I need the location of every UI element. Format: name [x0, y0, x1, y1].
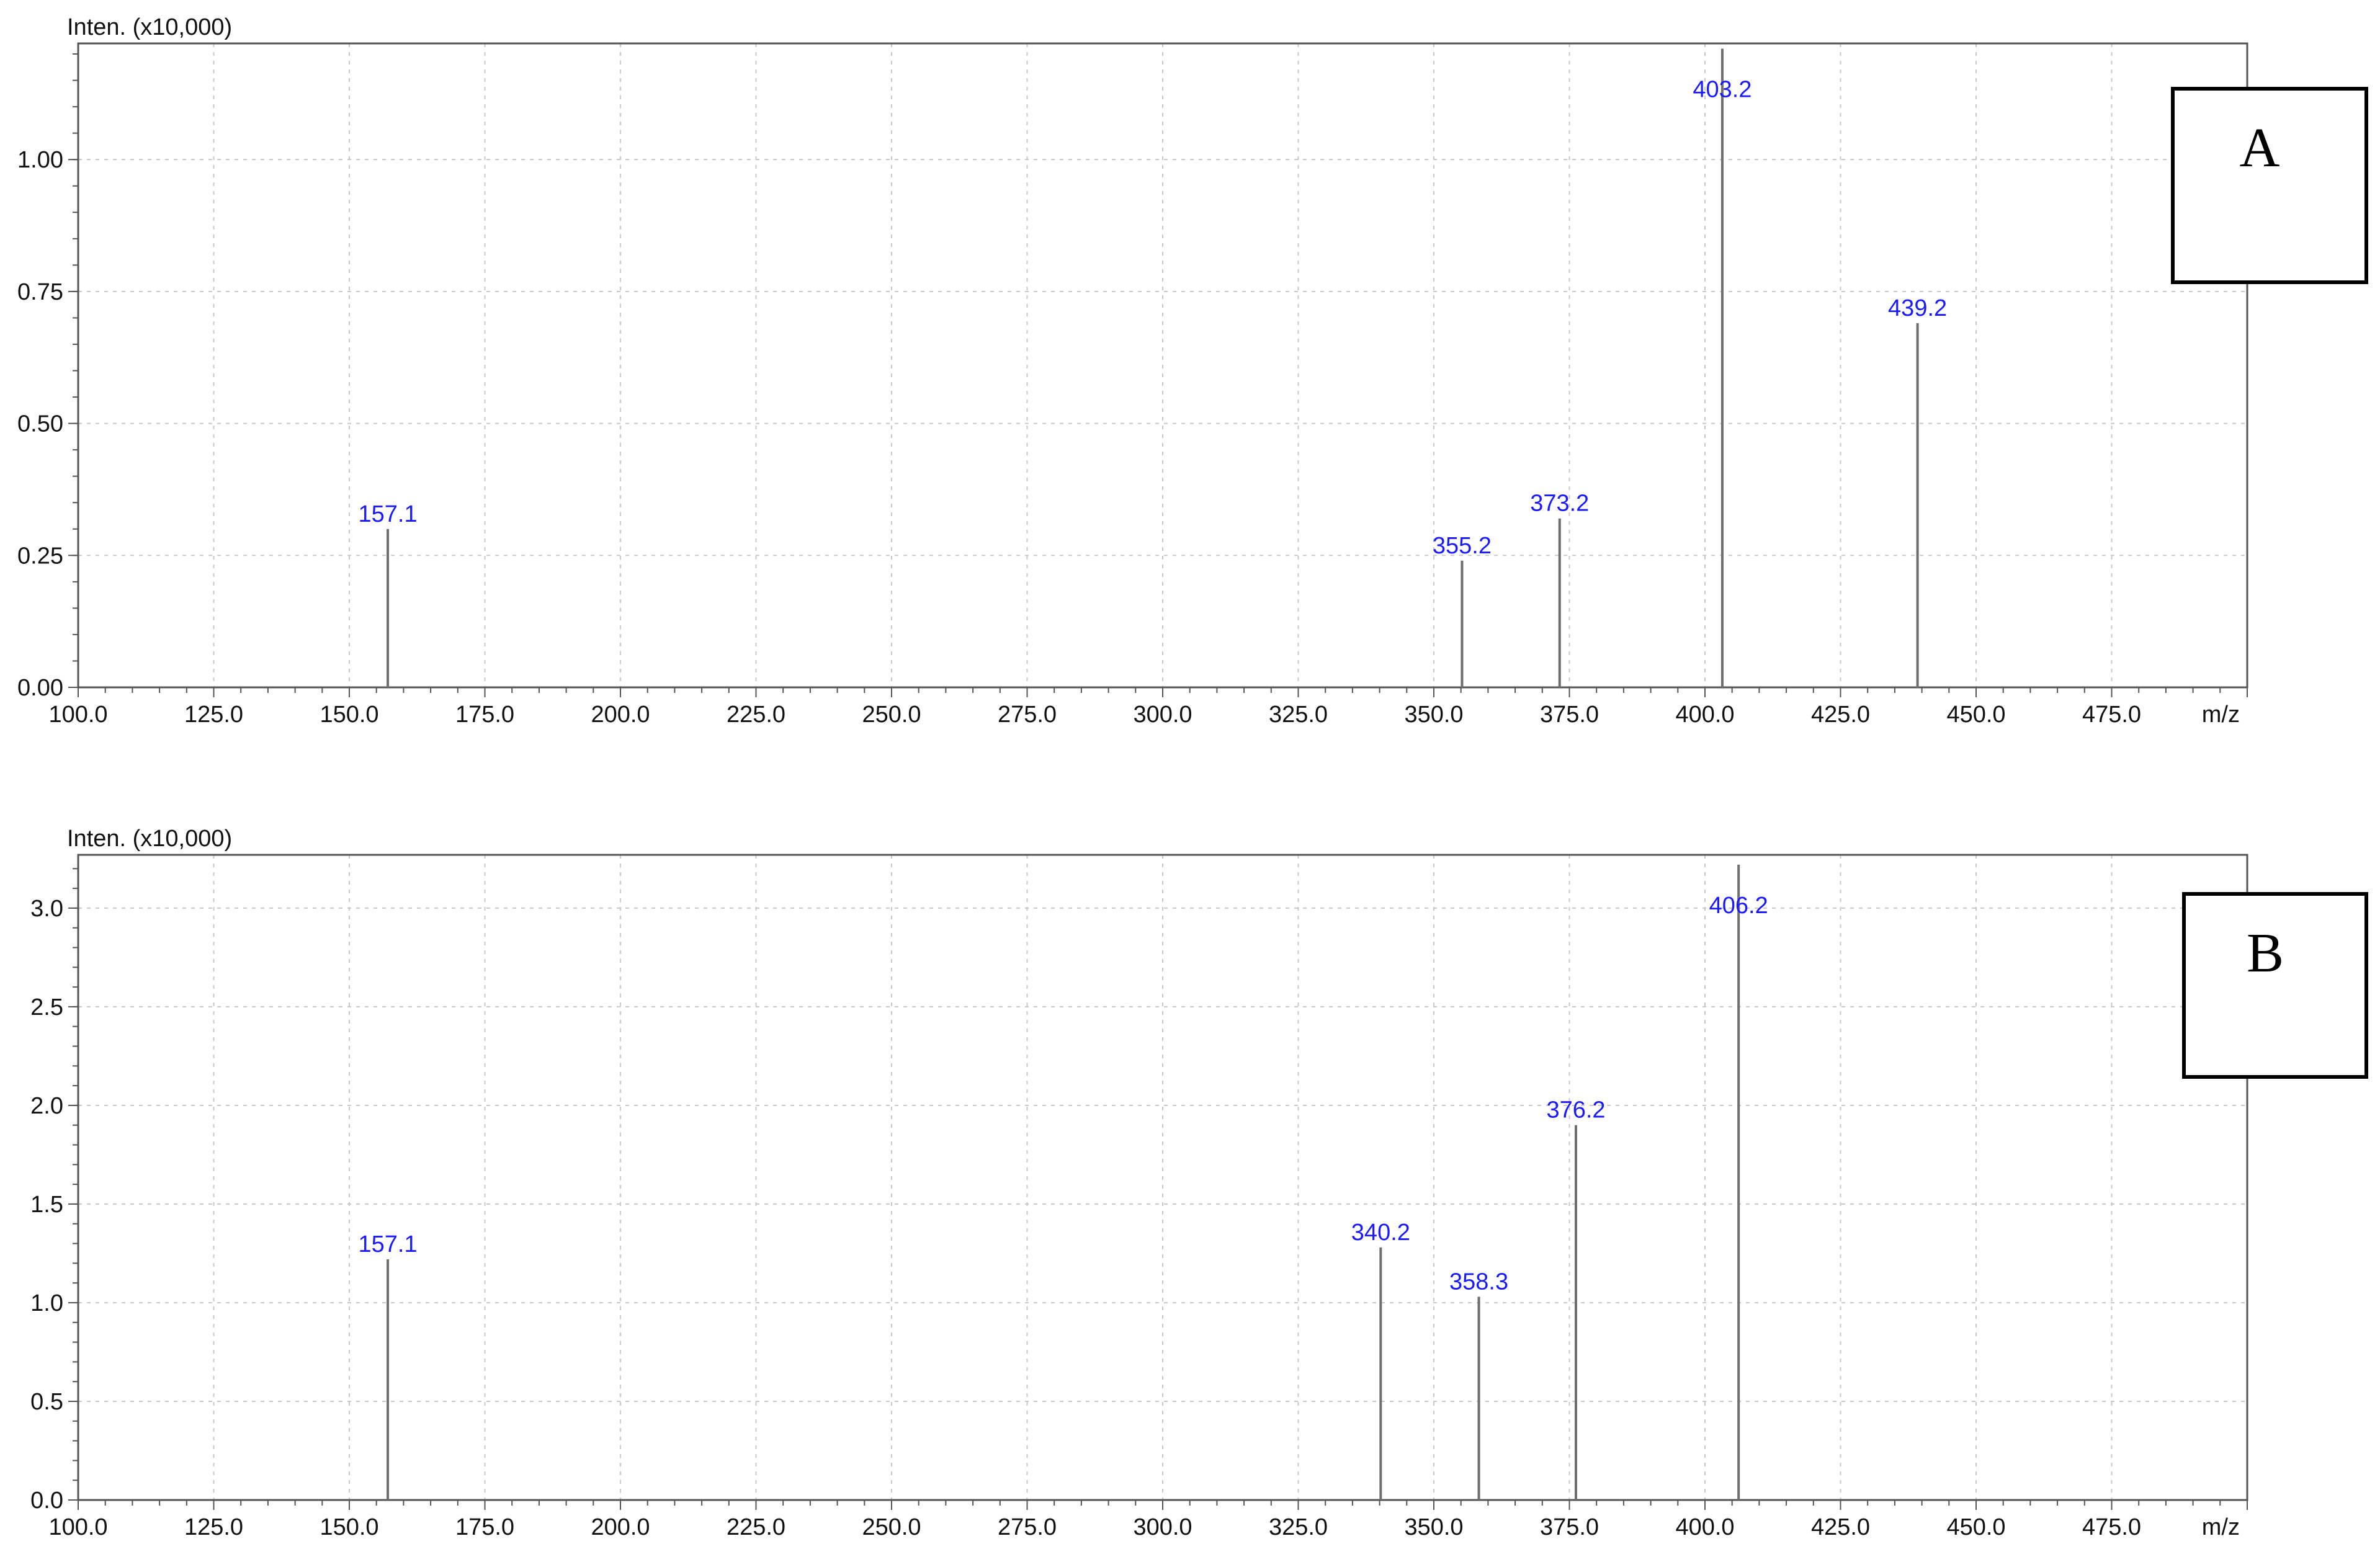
x-tick-label: 275.0	[998, 1514, 1057, 1540]
x-tick-label: 225.0	[727, 702, 785, 728]
y-tick-label: 0.5	[30, 1389, 63, 1415]
x-tick-label: 475.0	[2082, 702, 2141, 728]
x-tick-label: 225.0	[727, 1514, 785, 1540]
peak-label: 439.2	[1888, 295, 1947, 321]
y-tick-label: 0.25	[17, 543, 63, 569]
y-tick-label: 3.0	[30, 896, 63, 922]
y-tick-label: 1.5	[30, 1192, 63, 1218]
x-tick-label: 350.0	[1404, 1514, 1463, 1540]
x-tick-label: 150.0	[320, 1514, 378, 1540]
x-tick-label: 450.0	[1946, 702, 2005, 728]
x-tick-label: 100.0	[48, 702, 107, 728]
x-tick-label: 250.0	[862, 702, 921, 728]
peak-label: 403.2	[1693, 77, 1751, 103]
spectrum-panel-a: 100.0 125.0 150.0 175.0 200.0 225.0 250.0 275.0…	[17, 14, 2368, 728]
y-tick-label: 0.00	[17, 675, 63, 701]
x-tick-label: 300.0	[1133, 702, 1192, 728]
x-tick-label: 100.0	[48, 1514, 107, 1540]
x-tick-label: 300.0	[1133, 1514, 1192, 1540]
x-tick-label: 150.0	[320, 702, 378, 728]
x-tick-label: 375.0	[1540, 702, 1599, 728]
x-tick-label: 250.0	[862, 1514, 921, 1540]
x-tick-label: 275.0	[998, 702, 1057, 728]
peak-label: 406.2	[1709, 893, 1768, 919]
spectrum-panel-b: 100.0 125.0 150.0 175.0 200.0 225.0 250.0 275.0…	[30, 826, 2368, 1540]
x-tick-label: 450.0	[1946, 1514, 2005, 1540]
x-tick-label: 125.0	[184, 1514, 243, 1540]
x-tick-label: 475.0	[2082, 1514, 2141, 1540]
y-tick-label: 0.75	[17, 279, 63, 305]
x-tick-label: 200.0	[591, 1514, 650, 1540]
x-tick-label: 125.0	[184, 702, 243, 728]
y-tick-label: 1.00	[17, 147, 63, 173]
x-tick-label: 400.0	[1675, 1514, 1734, 1540]
panel-letter: A	[2240, 117, 2280, 179]
y-tick-label: 2.0	[30, 1093, 63, 1119]
x-tick-label: 425.0	[1811, 1514, 1870, 1540]
panel-letter: B	[2247, 922, 2284, 984]
y-tick-label: 0.50	[17, 411, 63, 437]
x-tick-label: 175.0	[455, 702, 514, 728]
x-tick-label: 200.0	[591, 702, 650, 728]
x-tick-label: 350.0	[1404, 702, 1463, 728]
x-tick-label: 325.0	[1269, 1514, 1328, 1540]
x-tick-label: 400.0	[1675, 702, 1734, 728]
y-tick-label: 2.5	[30, 994, 63, 1020]
peak-label: 157.1	[359, 1231, 418, 1257]
peak-label: 340.2	[1351, 1220, 1410, 1246]
x-axis-title: m/z	[2202, 702, 2240, 728]
y-tick-label: 1.0	[30, 1290, 63, 1316]
peak-label: 157.1	[359, 501, 418, 527]
panel-label-box	[2182, 892, 2368, 1079]
y-tick-label: 0.0	[30, 1488, 63, 1514]
peak-label: 355.2	[1433, 533, 1492, 559]
y-axis-title: Inten. (x10,000)	[67, 826, 232, 852]
x-tick-label: 175.0	[455, 1514, 514, 1540]
peak-label: 358.3	[1449, 1269, 1508, 1295]
panel-label-box	[2171, 87, 2368, 284]
peak-label: 373.2	[1530, 491, 1589, 517]
x-axis-title: m/z	[2202, 1514, 2240, 1540]
x-tick-label: 325.0	[1269, 702, 1328, 728]
x-tick-label: 375.0	[1540, 1514, 1599, 1540]
peak-label: 376.2	[1546, 1097, 1605, 1123]
y-axis-title: Inten. (x10,000)	[67, 14, 232, 40]
x-tick-label: 425.0	[1811, 702, 1870, 728]
